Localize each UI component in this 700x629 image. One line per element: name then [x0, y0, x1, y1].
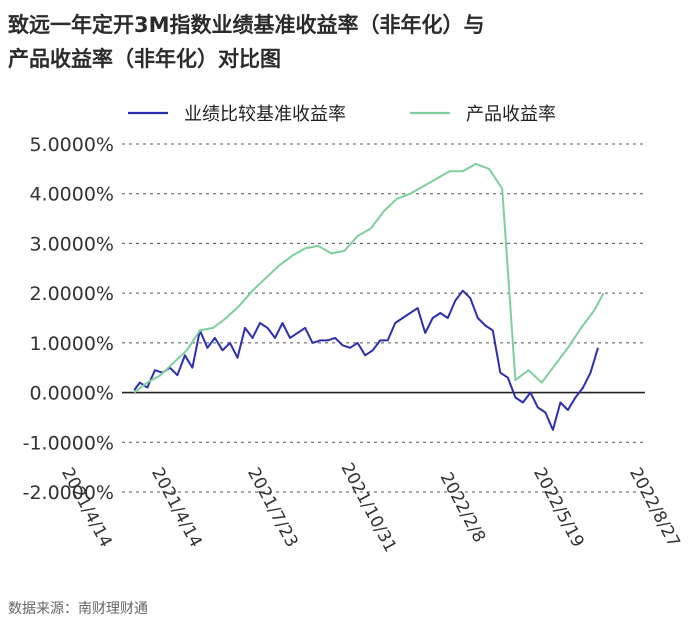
y-tick-label: 4.0000% — [29, 184, 114, 206]
chart-title-line-1: 致远一年定开3M指数业绩基准收益率（非年化）与 — [8, 13, 485, 37]
x-tick-label: 2022/2/8 — [436, 469, 490, 546]
x-tick-label: 2021/7/23 — [243, 464, 302, 550]
grid-lines — [122, 143, 645, 493]
legend: 业绩比较基准收益率 产品收益率 — [128, 104, 556, 125]
x-tick-label: 2022/5/19 — [529, 464, 588, 550]
legend-label: 产品收益率 — [466, 104, 556, 125]
series-lines — [133, 162, 605, 431]
y-tick-label: -2.0000% — [23, 482, 114, 504]
y-tick-label: 1.0000% — [29, 333, 114, 355]
y-tick-label: -1.0000% — [23, 432, 114, 454]
chart-title: 致远一年定开3M指数业绩基准收益率（非年化）与 产品收益率（非年化）对比图 — [8, 8, 648, 76]
x-tick-label: 2021/4/14 — [57, 464, 116, 550]
y-tick-label: 3.0000% — [29, 233, 114, 255]
y-tick-label: 0.0000% — [29, 383, 114, 405]
y-tick-label: 2.0000% — [29, 283, 114, 305]
legend-label: 业绩比较基准收益率 — [184, 104, 346, 125]
y-axis-ticks: -2.0000% -1.0000% 0.0000% 1.0000% 2.0000% 3.0… — [23, 134, 114, 504]
data-source: 数据来源：南财理财通 — [8, 601, 148, 617]
y-tick-label: 5.0000% — [29, 134, 114, 156]
x-axis-ticks: 2021/4/14 2021/4/14 2021/7/23 2021/10/31 202… — [57, 460, 684, 556]
x-tick-label: 2021/10/31 — [337, 460, 401, 556]
chart-title-line-2: 产品收益率（非年化）对比图 — [8, 47, 281, 71]
x-tick-label: 2021/4/14 — [147, 464, 206, 550]
series-line-benchmark — [133, 289, 599, 431]
x-tick-label: 2022/8/27 — [625, 464, 684, 550]
series-line-product — [133, 162, 605, 394]
